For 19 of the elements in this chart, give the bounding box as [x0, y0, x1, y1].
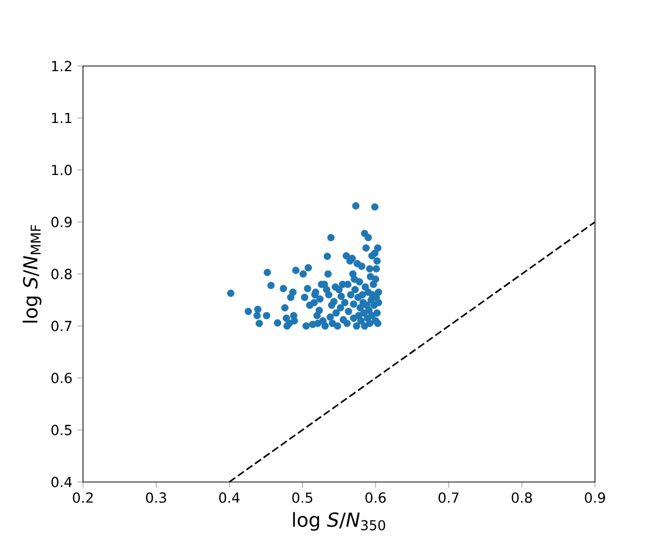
y-tick-label: 0.6: [51, 372, 72, 384]
x-tick-label: 0.6: [365, 492, 386, 503]
x-tick-label: 0.5: [292, 492, 312, 503]
y-tick-label: 0.5: [51, 424, 72, 436]
y-tick-label: 1.2: [52, 60, 72, 72]
x-tick-label: 0.2: [72, 492, 93, 503]
y-tick-label: 0.9: [51, 216, 72, 228]
y-tick-label: 0.7: [51, 320, 72, 332]
x-axis-title: log S/N$_{350}$: [293, 512, 386, 531]
y-tick-label: 0.4: [51, 476, 72, 488]
y-tick-label: 1.1: [52, 112, 72, 124]
x-tick-label: 0.8: [512, 492, 532, 503]
y-tick-label: 1.0: [52, 164, 72, 176]
x-tick-label: 0.7: [438, 492, 459, 503]
x-tick-label: 0.9: [584, 492, 606, 503]
x-tick-label: 0.3: [146, 492, 166, 503]
y-axis-title: log S/N$_{MMF}$: [22, 225, 42, 323]
x-tick-label: 0.4: [219, 492, 240, 503]
y-tick-label: 0.8: [51, 268, 72, 280]
